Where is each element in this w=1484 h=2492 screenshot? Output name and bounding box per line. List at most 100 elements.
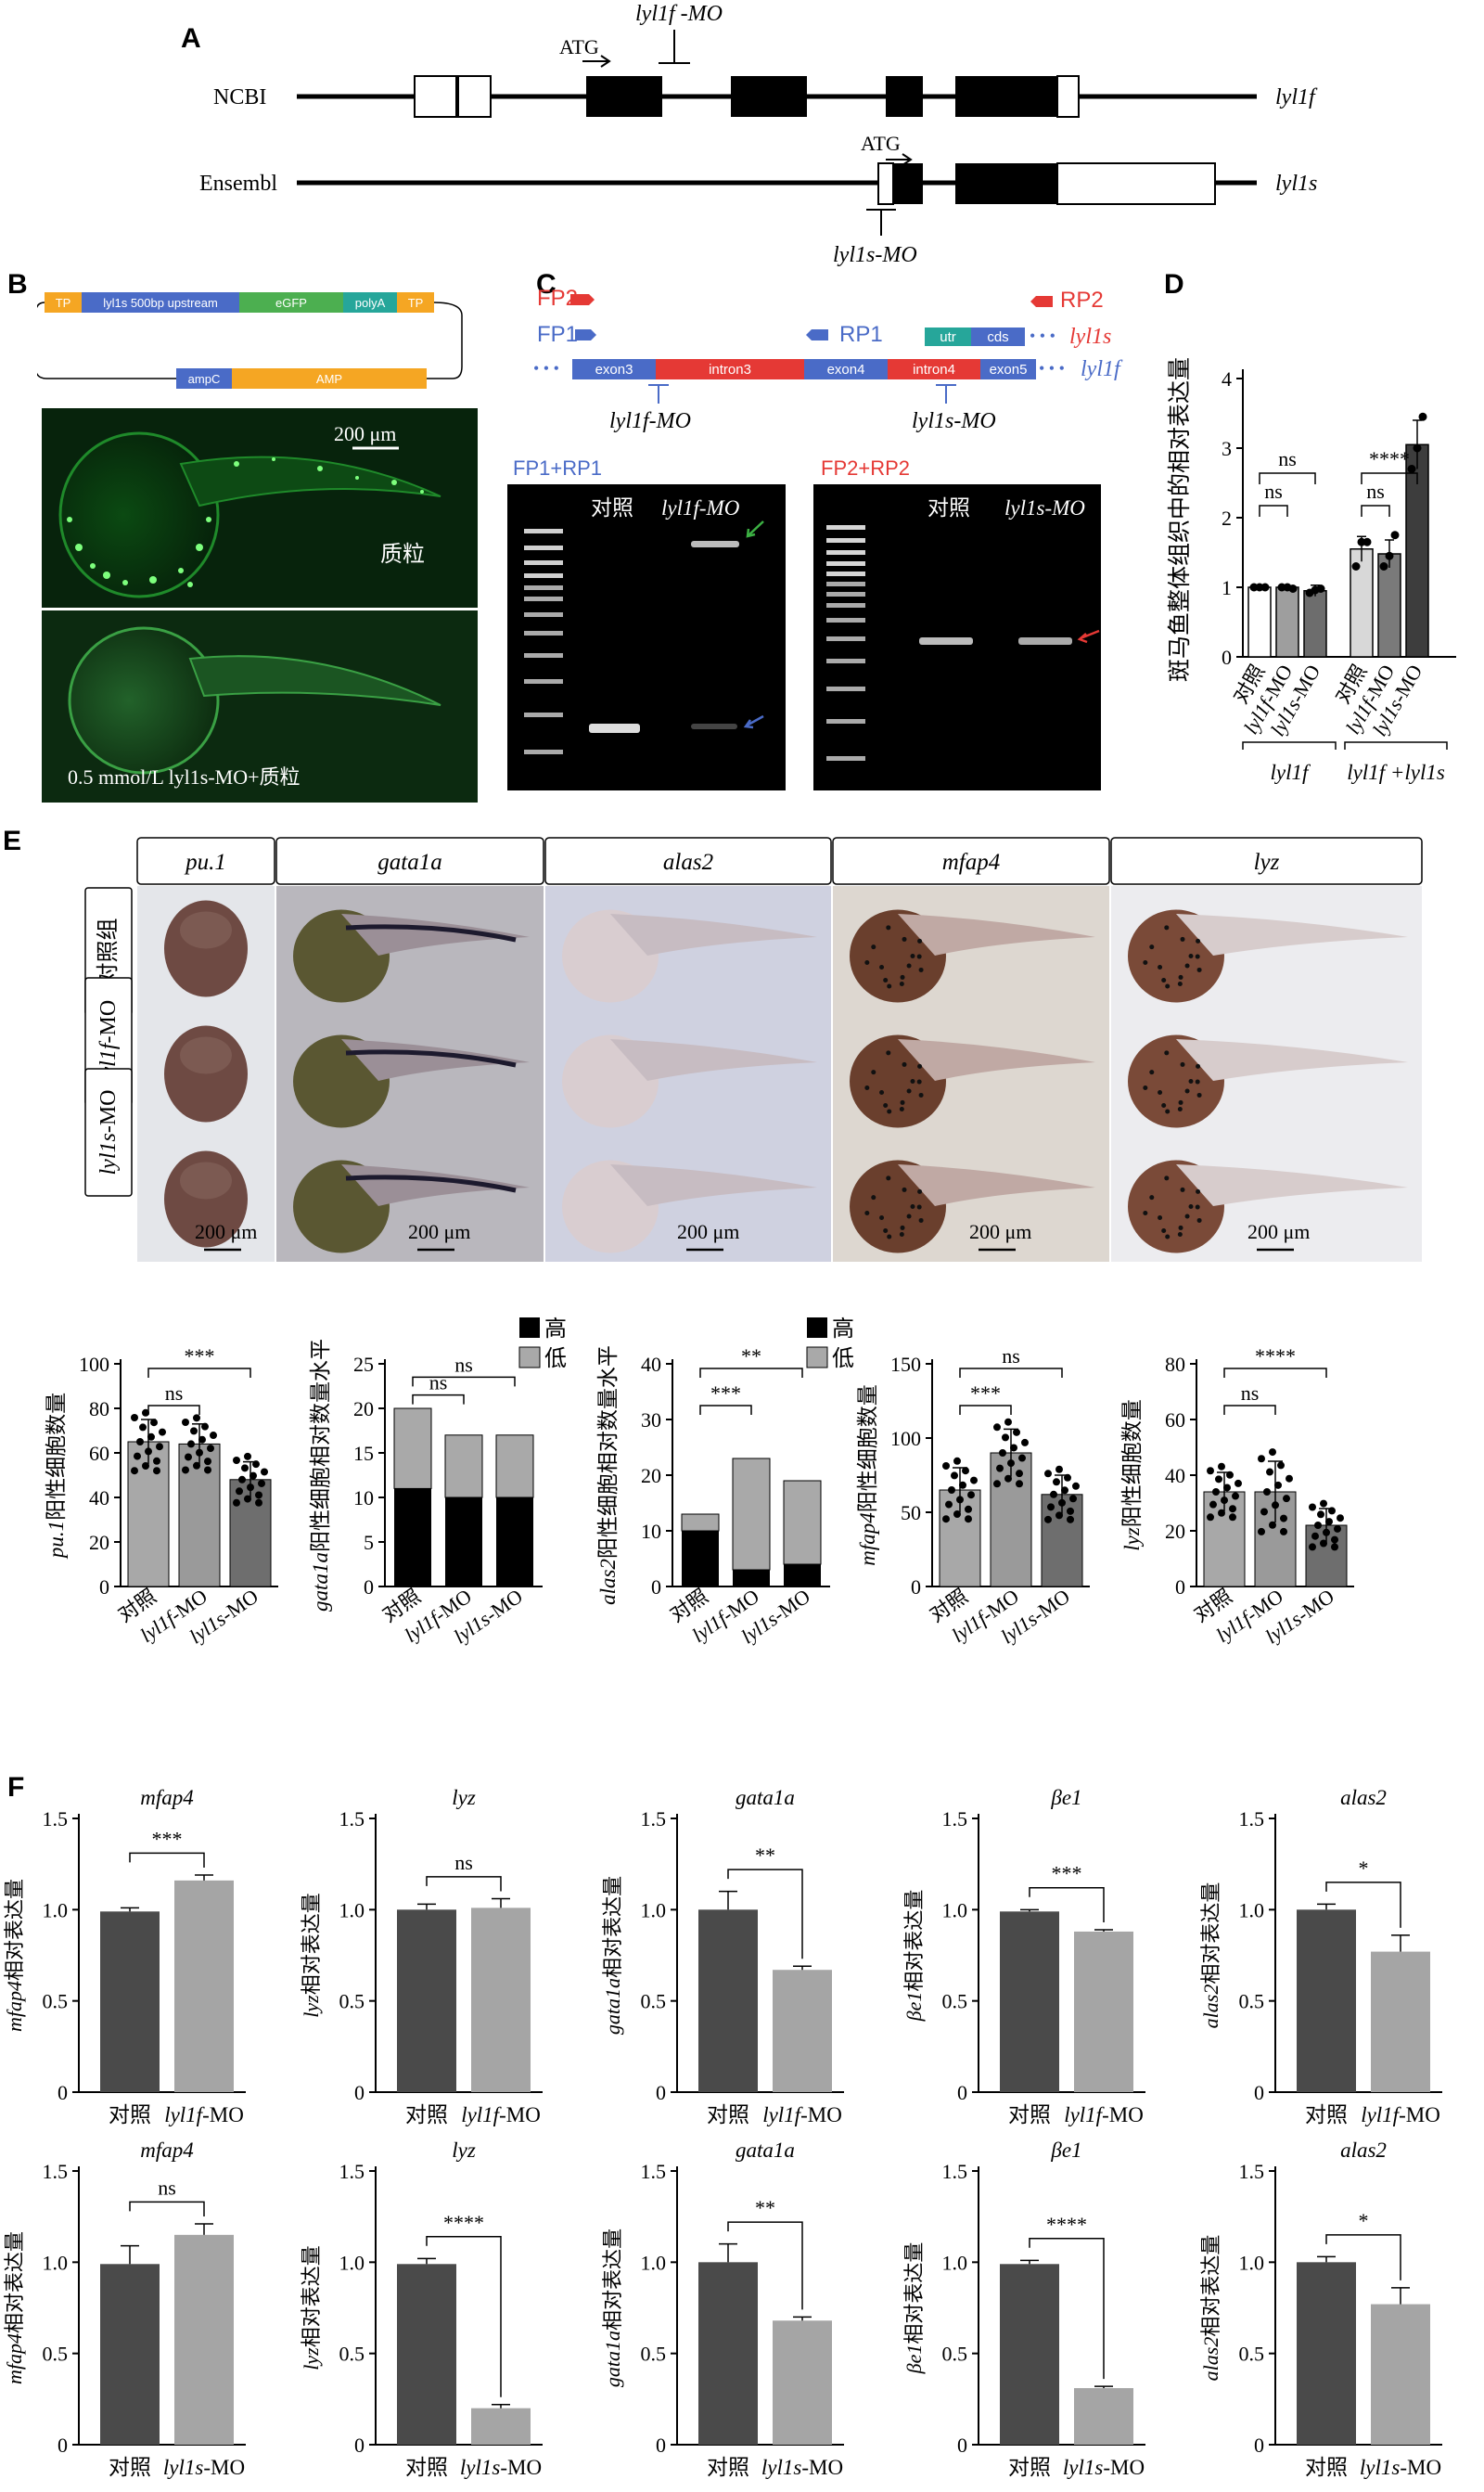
ladder2-band: [826, 572, 865, 576]
gel1-band-control: [589, 724, 640, 733]
e-point: [233, 1457, 240, 1464]
e-stain-dot: [900, 974, 905, 980]
e-stain-dot: [871, 1195, 876, 1201]
red-arrow-head: [1077, 633, 1088, 644]
e-point: [1314, 1522, 1322, 1529]
e-embryo-tail: [341, 1039, 530, 1081]
e-stain-dot: [900, 1099, 905, 1105]
f-ytick-label: 1.0: [1239, 2251, 1265, 2274]
e-stack-high: [733, 1570, 770, 1586]
atg-arrow-head-1: [600, 55, 611, 68]
e-stain-dot: [1177, 1106, 1183, 1111]
e-col-header: [275, 837, 544, 885]
e-stack-low: [444, 1434, 483, 1498]
e-sig-bracket-1: [1223, 1405, 1276, 1415]
gel2-lane2: lyl1s-MO: [1004, 496, 1085, 520]
f-sig-label: ****: [443, 2211, 484, 2234]
f-bar: [1297, 2262, 1356, 2445]
e-stain-dot: [899, 981, 904, 986]
f-sig-label: **: [755, 2196, 775, 2219]
panel-a-gene-structure: NCBI lyl1f ATG lyl1f -MO Ensembl lyl1s A…: [199, 2, 1318, 267]
e-scale-label: 200 μm: [969, 1220, 1031, 1243]
f-ytick-label: 0.5: [339, 1990, 365, 2013]
e-embryo-tail: [610, 1039, 817, 1081]
plasmid-upstream-text: lyl1s 500bp upstream: [103, 296, 218, 310]
ladder1-band: [524, 529, 563, 533]
gel1-lane2: lyl1f-MO: [661, 496, 740, 520]
e-stain-dot: [918, 1217, 924, 1223]
plasmid-ampc-text: ampC: [188, 372, 221, 386]
e-point: [1260, 1508, 1268, 1516]
plasmid-tp-right: [397, 292, 434, 313]
e-point: [1309, 1503, 1316, 1511]
e-sig-bracket-2: [699, 1368, 803, 1378]
e-stain-dot: [906, 1214, 912, 1219]
e-point: [1258, 1455, 1265, 1463]
f-xlabel: 对照: [405, 2456, 448, 2479]
f-chart-title: mfap4: [140, 1786, 194, 1809]
e-chart-ytick-label: 150: [890, 1353, 921, 1376]
f-ytick-label: 0: [1254, 2081, 1264, 2104]
exon4-text: exon4: [827, 362, 865, 378]
dots-right: • • •: [1039, 359, 1065, 378]
e-legend-low: 低: [832, 1346, 854, 1371]
e-embryo-top: [180, 1162, 232, 1200]
e-chart-ytick-label: 80: [1165, 1353, 1185, 1376]
e-stain-dot: [1196, 1063, 1201, 1069]
e-point: [1311, 1532, 1319, 1540]
e-chart-ytick-label: 0: [911, 1575, 921, 1599]
e-point: [1053, 1478, 1060, 1486]
ladder2-band: [826, 756, 865, 761]
f-chart-ylabel: gata1a相对表达量: [601, 1876, 624, 2035]
panel-d-label: D: [1164, 269, 1184, 300]
f-ytick-label: 1.0: [339, 2251, 365, 2274]
f-xlabel: lyl1s-MO: [163, 2456, 245, 2479]
e-sig-label-1: ***: [710, 1381, 741, 1405]
e-point: [1064, 1473, 1071, 1482]
e-point: [1050, 1490, 1057, 1498]
d-point: [1379, 562, 1388, 571]
e-stack-low: [732, 1458, 771, 1571]
gel1-title: FP1+RP1: [513, 456, 602, 480]
e-embryo: [1128, 1034, 1408, 1128]
f-xlabel: 对照: [1305, 2103, 1348, 2126]
e-point: [1215, 1475, 1222, 1484]
cds-box: [971, 328, 1025, 346]
e-chart-ylabel: lyz阳性细胞数量: [1120, 1399, 1144, 1551]
e-point: [147, 1432, 155, 1441]
e-stain-dot: [899, 1231, 904, 1237]
e-stain-dot: [1143, 1210, 1148, 1215]
e-chart-ytick-label: 80: [89, 1397, 109, 1420]
ladder1-band: [524, 653, 563, 658]
e-stain-dot: [906, 963, 912, 969]
f-bar: [698, 1909, 758, 2092]
f-bar: [1000, 2264, 1059, 2445]
f-ytick-label: 1.0: [641, 2251, 667, 2274]
panel-c-label: C: [536, 269, 556, 300]
e-point: [1280, 1514, 1287, 1522]
atg-label-1: ATG: [559, 35, 599, 58]
f-chart-ylabel: alas2相对表达量: [1199, 2235, 1222, 2382]
f-sig-label: ns: [158, 2176, 176, 2199]
e-point: [1277, 1461, 1285, 1470]
e-stain-dot: [1164, 925, 1170, 931]
f-chart-title: alas2: [1340, 2139, 1387, 2162]
d-ytick-label: 0: [1222, 646, 1232, 669]
d-bar: [1405, 443, 1429, 658]
d-ytick-label: 4: [1222, 367, 1232, 391]
rp2-arrow: [1030, 296, 1053, 307]
d-sig-2-label: ns: [1278, 447, 1297, 470]
e-embryo: [293, 1160, 530, 1253]
e-point: [233, 1498, 240, 1507]
f-xlabel: lyl1s-MO: [1063, 2456, 1145, 2479]
e-chart-ytick-label: 0: [651, 1575, 661, 1599]
plasmid-tp-left-text: TP: [56, 296, 71, 310]
e-stain-dot: [883, 1102, 889, 1108]
e-chart-ytick-label: 40: [89, 1486, 109, 1509]
ladder2-band: [826, 525, 865, 530]
e-embryo: [562, 1160, 817, 1253]
d-point: [1260, 583, 1270, 592]
e-point: [1007, 1459, 1015, 1468]
f-sig-bracket: [129, 2201, 205, 2217]
ladder2-band: [826, 618, 865, 623]
